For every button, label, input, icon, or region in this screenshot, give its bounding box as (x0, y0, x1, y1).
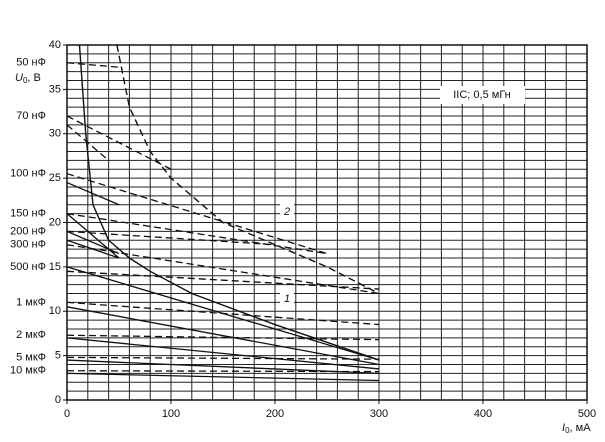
capacitance-label: 5 мкФ (16, 351, 46, 363)
y-axis-label-rest: , В (27, 72, 40, 84)
x-tick-label: 400 (474, 408, 492, 420)
capacitance-line (66, 359, 380, 375)
y-tick-label: 10 (49, 305, 61, 317)
capacitance-line (66, 62, 120, 68)
x-tick-label: 500 (578, 408, 596, 420)
capacitance-line (66, 337, 380, 370)
capacitance-label: 70 нФ (16, 110, 46, 122)
capacitance-label: 200 нФ (10, 225, 46, 237)
x-tick-label: 300 (370, 408, 388, 420)
capacitance-label: 10 мкФ (10, 365, 46, 377)
y-tick-label: 15 (49, 261, 61, 273)
x-axis-label: I0, мА (562, 422, 591, 435)
capacitance-line (66, 306, 380, 366)
capacitance-line (66, 370, 380, 373)
y-axis-label-sub: 0 (23, 76, 28, 85)
capacitance-label: 100 нФ (10, 168, 46, 180)
curve (78, 44, 380, 361)
y-tick-label: 40 (49, 39, 61, 51)
y-tick-label: 5 (55, 350, 61, 362)
x-axis-label-sub: 0 (565, 426, 570, 435)
capacitance-label: 50 нФ (16, 57, 46, 69)
capacitance-line (66, 356, 380, 360)
annotation: IIC; 0,5 мГн (453, 89, 511, 101)
x-tick-label: 200 (266, 408, 284, 420)
capacitance-line (66, 230, 120, 255)
x-axis-label-main: I (562, 422, 565, 434)
y-tick-label: 25 (49, 172, 61, 184)
curve-label: 1 (284, 293, 290, 305)
y-tick-label: 0 (55, 394, 61, 406)
annotation-box (440, 86, 525, 104)
capacitance-line (66, 239, 120, 259)
capacitance-line (66, 115, 172, 170)
capacitance-label: 300 нФ (10, 239, 46, 251)
y-tick-label: 20 (49, 216, 61, 228)
capacitance-line (66, 181, 120, 206)
x-tick-label: 0 (64, 408, 70, 420)
capacitance-label: 1 мкФ (16, 296, 46, 308)
capacitance-line (66, 301, 380, 326)
y-tick-label: 30 (49, 128, 61, 140)
capacitance-line (66, 213, 120, 259)
curve-label-bg (280, 290, 294, 308)
y-axis-label: U0, В (15, 72, 41, 85)
capacitance-line (66, 372, 380, 382)
capacitance-label: 500 нФ (10, 261, 46, 273)
curve-label-bg (280, 203, 294, 221)
capacitance-line (66, 334, 380, 341)
capacitance-line (66, 244, 380, 295)
capacitance-line (66, 124, 110, 161)
capacitance-label: 150 нФ (10, 208, 46, 220)
curve (116, 44, 380, 295)
capacitance-line (66, 270, 380, 290)
capacitance-label: 2 мкФ (16, 329, 46, 341)
y-tick-label: 35 (49, 83, 61, 95)
capacitance-line (66, 173, 328, 255)
capacitance-line (66, 230, 276, 246)
y-axis-label-main: U (15, 72, 23, 84)
curve-label: 2 (283, 206, 290, 218)
x-tick-label: 100 (162, 408, 180, 420)
x-axis-label-rest: , мА (570, 422, 592, 434)
